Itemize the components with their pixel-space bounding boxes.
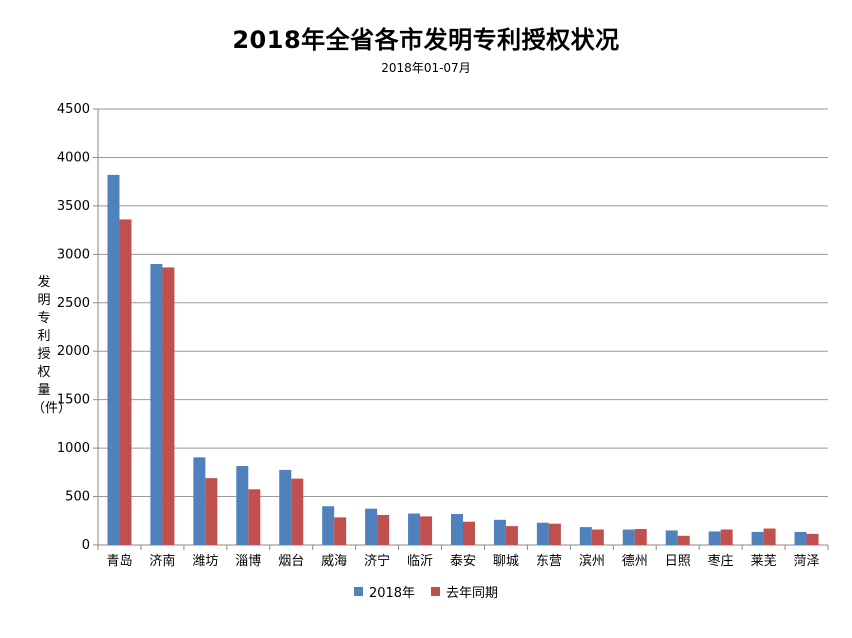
bar-last-year <box>248 489 261 545</box>
bar-2018 <box>322 506 335 545</box>
y-tick-label: 1500 <box>57 393 90 408</box>
bar-2018 <box>579 527 592 545</box>
legend-item-2018: 2018年 <box>353 582 416 601</box>
bar-2018 <box>451 513 463 545</box>
y-tick-label: 2500 <box>57 296 90 311</box>
legend-item-last-year: 去年同期 <box>431 582 498 601</box>
bar-2018 <box>751 531 764 545</box>
bar-2018 <box>665 530 678 545</box>
x-tick-label: 烟台 <box>278 554 304 569</box>
legend-label-2018: 2018年 <box>368 586 416 601</box>
bar-last-year <box>119 219 132 545</box>
bar-2018 <box>708 531 721 545</box>
bar-last-year <box>677 535 690 545</box>
bar-2018 <box>622 529 635 545</box>
x-tick-label: 潍坊 <box>192 554 218 569</box>
y-tick-label: 3000 <box>57 247 90 262</box>
bar-last-year <box>634 529 647 545</box>
x-tick-label: 东营 <box>536 554 562 569</box>
y-tick-label: 3500 <box>57 199 90 214</box>
bar-2018 <box>236 466 249 545</box>
x-tick-label: 泰安 <box>450 554 476 569</box>
x-tick-label: 临沂 <box>407 554 433 569</box>
x-tick-label: 淄博 <box>235 554 261 569</box>
bar-2018 <box>536 522 549 545</box>
legend-label-last-year: 去年同期 <box>446 586 499 601</box>
chart-title: 2018年全省各市发明专利授权状况 <box>232 26 620 54</box>
bar-last-year <box>591 529 604 545</box>
bar-last-year <box>420 516 433 545</box>
bar-2018 <box>150 264 163 545</box>
bar-last-year <box>505 526 518 545</box>
y-tick-label: 500 <box>65 490 90 505</box>
x-tick-label: 威海 <box>321 554 347 569</box>
x-tick-label: 德州 <box>622 554 648 569</box>
bar-last-year <box>806 533 819 545</box>
bar-last-year <box>548 523 561 545</box>
y-tick-label: 4500 <box>57 102 90 117</box>
bar-2018 <box>279 469 292 545</box>
y-tick-label: 1000 <box>57 441 90 456</box>
x-tick-label: 滨州 <box>579 553 605 569</box>
legend-swatch-2018 <box>353 587 363 596</box>
bar-2018 <box>193 457 206 545</box>
bar-last-year <box>763 528 776 545</box>
x-tick-label: 济南 <box>149 553 175 569</box>
y-tick-label: 4000 <box>57 150 90 165</box>
bar-last-year <box>291 478 304 545</box>
x-tick-label: 日照 <box>665 554 691 569</box>
y-tick-label: 2000 <box>57 344 90 359</box>
y-axis-label: 发明专利授权量（件） <box>32 275 72 416</box>
legend-swatch-last-year <box>431 587 441 596</box>
x-tick-label: 枣庄 <box>708 553 734 569</box>
bar-last-year <box>205 478 218 545</box>
bar-last-year <box>720 529 733 545</box>
x-tick-label: 济宁 <box>364 553 390 569</box>
bar-2018 <box>794 531 807 545</box>
bar-2018 <box>107 174 120 545</box>
y-tick-label: 0 <box>82 538 90 553</box>
bar-2018 <box>365 508 378 545</box>
x-tick-label: 莱芜 <box>751 554 777 569</box>
x-tick-label: 聊城 <box>493 554 519 569</box>
legend: 2018年 去年同期 <box>0 582 852 601</box>
bar-2018 <box>408 513 421 545</box>
bar-last-year <box>334 517 347 545</box>
bar-last-year <box>377 514 390 545</box>
x-tick-label: 青岛 <box>106 553 132 569</box>
bar-2018 <box>493 519 506 545</box>
bar-last-year <box>162 267 175 545</box>
x-tick-label: 菏泽 <box>794 554 820 569</box>
chart-subtitle: 2018年01-07月 <box>381 61 471 75</box>
bar-last-year <box>463 521 475 545</box>
